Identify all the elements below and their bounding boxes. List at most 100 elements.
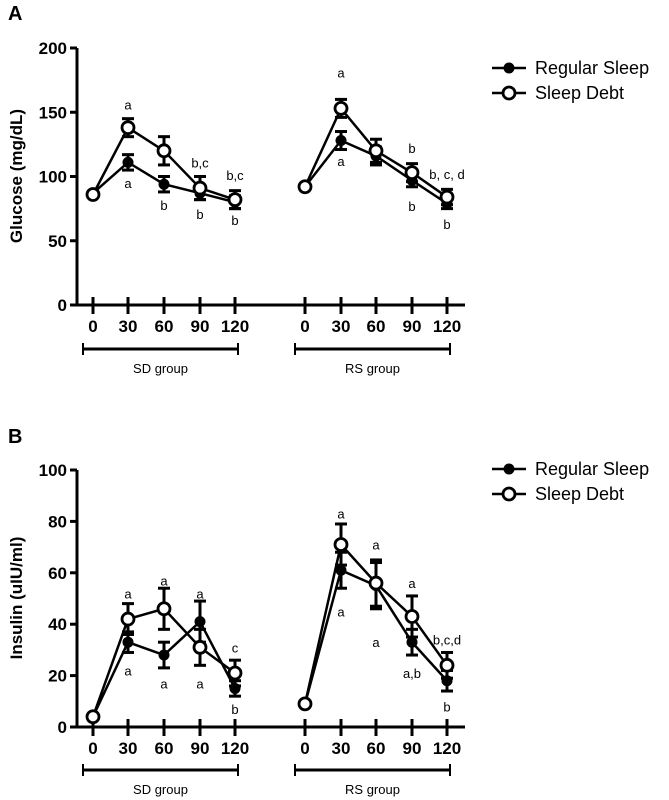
x-tick-label: 30 bbox=[332, 739, 351, 758]
x-tick-label: 120 bbox=[433, 739, 461, 758]
x-tick-label: 30 bbox=[332, 317, 351, 336]
significance-label: a bbox=[372, 635, 380, 650]
data-point bbox=[333, 537, 349, 552]
significance-label: a bbox=[408, 576, 416, 591]
data-point bbox=[192, 639, 208, 655]
data-point bbox=[335, 564, 347, 576]
significance-label: b bbox=[196, 207, 203, 222]
legend-label: Sleep Debt bbox=[535, 83, 624, 103]
data-point bbox=[297, 696, 313, 712]
y-tick-label: 0 bbox=[58, 296, 67, 315]
significance-label: b bbox=[443, 217, 450, 232]
significance-label: b bbox=[160, 198, 167, 213]
data-point bbox=[297, 179, 313, 195]
x-tick-label: 60 bbox=[367, 317, 386, 336]
significance-label: a bbox=[337, 65, 345, 80]
data-point bbox=[406, 636, 418, 648]
y-tick-label: 40 bbox=[48, 615, 67, 634]
y-tick-label: 200 bbox=[39, 39, 67, 58]
data-point bbox=[192, 180, 208, 196]
significance-label: b bbox=[231, 213, 238, 228]
significance-label: a bbox=[372, 538, 380, 553]
x-tick-label: 120 bbox=[221, 317, 249, 336]
data-point bbox=[85, 709, 101, 725]
data-point bbox=[122, 156, 134, 168]
significance-label: b bbox=[408, 141, 415, 156]
significance-label: b, c, d bbox=[429, 167, 464, 182]
group-label: SD group bbox=[133, 782, 188, 797]
x-tick-label: 60 bbox=[367, 739, 386, 758]
significance-label: b bbox=[231, 702, 238, 717]
legend-marker-filled bbox=[503, 62, 515, 74]
significance-label: c bbox=[232, 640, 239, 655]
y-tick-label: 20 bbox=[48, 667, 67, 686]
data-point bbox=[156, 601, 172, 617]
legend-label: Regular Sleep bbox=[535, 459, 649, 479]
x-tick-label: 30 bbox=[119, 739, 138, 758]
panel-a: A Glucose (mg/dL) 0 50 100 150 200 0 30 60 90 120 SD… bbox=[7, 3, 649, 376]
x-tick-label: 60 bbox=[155, 739, 174, 758]
significance-label: b,c bbox=[226, 168, 244, 183]
significance-label: b bbox=[408, 199, 415, 214]
significance-label: b,c bbox=[191, 155, 209, 170]
legend-marker-filled bbox=[503, 463, 515, 475]
x-tick-label: 60 bbox=[155, 317, 174, 336]
significance-label: a bbox=[124, 176, 132, 191]
series-sleep-debt bbox=[85, 117, 243, 211]
x-tick-label: 0 bbox=[300, 739, 309, 758]
data-point bbox=[120, 120, 136, 136]
group-label: RS group bbox=[345, 361, 400, 376]
x-tick-label: 0 bbox=[88, 739, 97, 758]
y-tick-label: 60 bbox=[48, 564, 67, 583]
legend-marker-open bbox=[501, 85, 517, 101]
y-tick-label: 100 bbox=[39, 168, 67, 187]
x-tick-label: 30 bbox=[119, 317, 138, 336]
x-tick-label: 0 bbox=[300, 317, 309, 336]
group-label: RS group bbox=[345, 782, 400, 797]
panel-label: B bbox=[8, 426, 22, 448]
data-point bbox=[85, 187, 101, 202]
y-tick-label: 0 bbox=[58, 718, 67, 737]
series-sleep-debt bbox=[297, 97, 455, 207]
data-point bbox=[227, 192, 243, 208]
x-tick-label: 120 bbox=[433, 317, 461, 336]
y-tick-label: 150 bbox=[39, 103, 67, 122]
significance-label: a bbox=[337, 604, 345, 619]
legend-label: Sleep Debt bbox=[535, 484, 624, 504]
group-label: SD group bbox=[133, 361, 188, 376]
y-tick-label: 100 bbox=[39, 461, 67, 480]
data-point bbox=[122, 636, 134, 648]
significance-label: a,b bbox=[403, 666, 421, 681]
y-tick-label: 80 bbox=[48, 512, 67, 531]
data-point bbox=[439, 189, 455, 205]
data-point bbox=[158, 649, 170, 661]
x-tick-label: 0 bbox=[88, 317, 97, 336]
legend-label: Regular Sleep bbox=[535, 58, 649, 78]
data-point bbox=[368, 143, 384, 159]
significance-label: a bbox=[196, 676, 204, 691]
data-point bbox=[333, 100, 349, 116]
x-tick-label: 90 bbox=[191, 739, 210, 758]
data-point bbox=[404, 165, 420, 181]
x-tick-label: 90 bbox=[191, 317, 210, 336]
significance-label: a bbox=[124, 98, 132, 113]
x-tick-label: 90 bbox=[403, 317, 422, 336]
panel-b: B Insulin (uIU/ml) 0 20 40 60 80 100 0 30 60 90 120 S… bbox=[7, 426, 649, 797]
significance-label: a bbox=[124, 663, 132, 678]
significance-label: a bbox=[337, 507, 345, 522]
data-point bbox=[194, 616, 206, 628]
data-point bbox=[120, 611, 136, 627]
x-tick-label: 120 bbox=[221, 739, 249, 758]
panel-label: A bbox=[8, 3, 22, 25]
data-point bbox=[158, 178, 170, 190]
series-sleep-debt bbox=[85, 586, 243, 725]
data-point bbox=[368, 575, 384, 591]
x-tick-label: 90 bbox=[403, 739, 422, 758]
y-axis-label: Insulin (uIU/ml) bbox=[7, 537, 26, 660]
y-axis-label: Glucose (mg/dL) bbox=[7, 109, 26, 243]
significance-label: a bbox=[124, 586, 132, 601]
data-point bbox=[156, 143, 172, 159]
significance-label: b,c,d bbox=[433, 633, 461, 648]
data-point bbox=[335, 135, 347, 147]
